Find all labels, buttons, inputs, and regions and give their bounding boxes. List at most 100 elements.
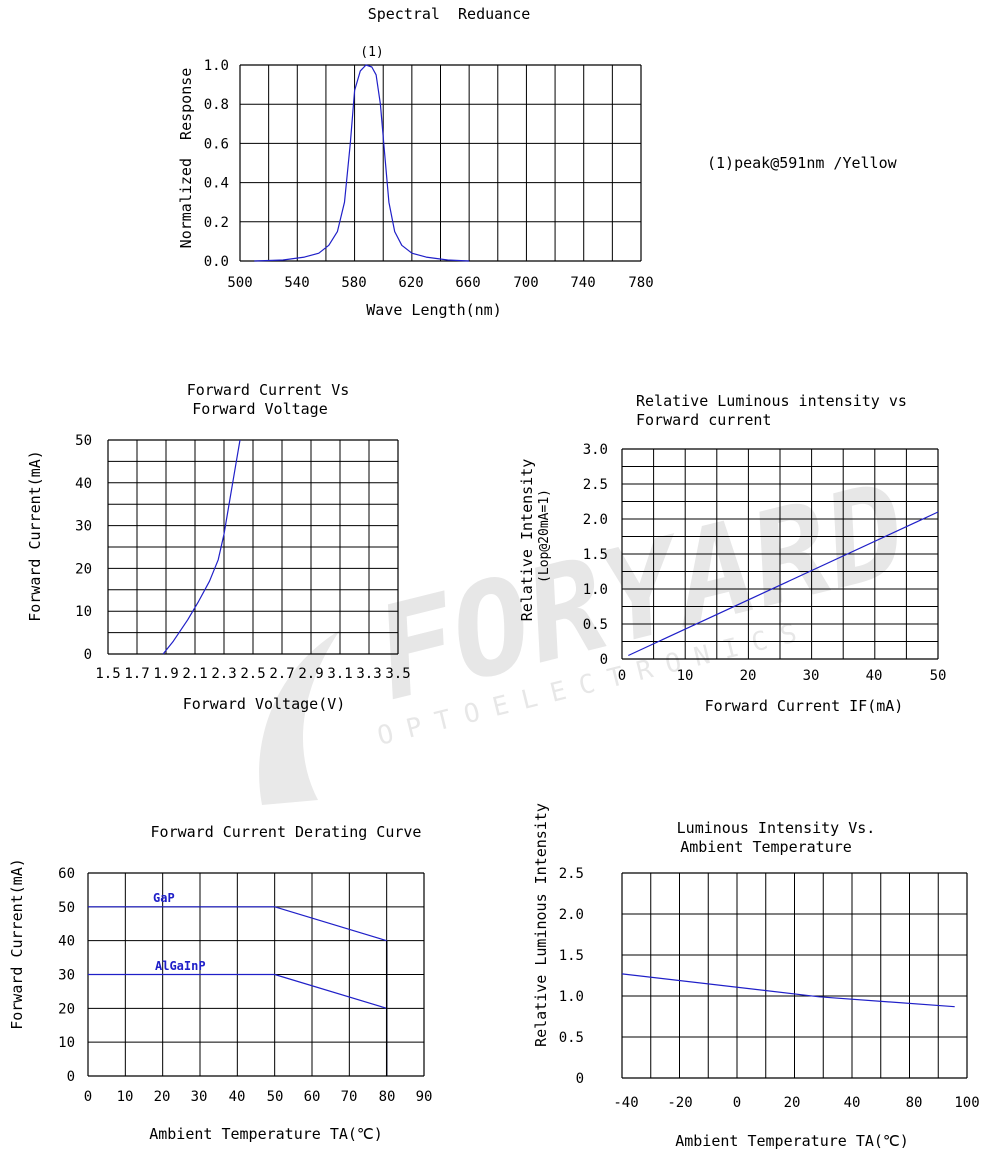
x-tick-label: 540 [284,275,309,291]
x-tick-label: 40 [866,668,883,684]
y-ticks: 0 0.5 1.0 1.5 2.0 2.5 [559,866,584,1087]
y-tick-label: 20 [58,1001,75,1017]
x-tick-label: 20 [154,1089,171,1105]
y-tick-label: 0.0 [204,254,229,270]
x-ticks: -40 -20 0 20 40 80 100 [613,1095,979,1111]
y-axis-label: Relative Intensity [518,459,536,622]
y-ticks: 0 10 20 30 40 50 [75,433,92,663]
relative-intensity-ta-chart: Luminous Intensity Vs. Ambient Temperatu… [532,803,980,1150]
data-lines [628,511,939,657]
y-tick-label: 0 [84,647,92,663]
chart-title-line-1: Relative Luminous intensity vs [636,392,907,410]
grid [239,64,642,262]
chart-title-line-2: Forward Voltage [192,400,327,418]
series-line [254,64,470,262]
x-axis-label: Ambient Temperature TA(℃) [149,1125,383,1143]
data-lines [621,973,955,1008]
peak-marker: (1) [360,45,383,60]
chart-title: Spectral Reduance [368,5,531,23]
y-ticks: 0.0 0.2 0.4 0.6 0.8 1.0 [204,58,229,270]
x-tick-label: 40 [229,1089,246,1105]
x-tick-label: 90 [416,1089,433,1105]
y-tick-label: 60 [58,866,75,882]
y-tick-label: 0 [600,652,608,668]
x-tick-label: 3.5 [385,666,410,682]
y-axis-label: Forward Current(mA) [26,450,44,622]
y-axis-label: Forward Current(mA) [8,858,26,1030]
y-tick-label: 50 [75,433,92,449]
iv-chart: Forward Current Vs Forward Voltage 1.5 1.… [26,381,411,713]
y-tick-label: 30 [75,519,92,535]
y-tick-label: 10 [58,1035,75,1051]
x-tick-label: 2.5 [240,666,265,682]
spectral-chart: Spectral Reduance 500 540 580 620 660 700 740 7… [177,5,898,319]
x-tick-label: 780 [628,275,653,291]
x-tick-label: 10 [117,1089,134,1105]
derating-chart: Forward Current Derating Curve 0 10 20 30 40… [8,823,432,1143]
y-axis-label-2: (Lop@20mA=1) [537,489,552,583]
y-tick-label: 30 [58,968,75,984]
x-tick-label: 580 [341,275,366,291]
y-tick-label: 20 [75,561,92,577]
y-tick-label: 40 [58,934,75,950]
y-tick-label: 1.5 [559,948,584,964]
x-axis-label: Wave Length(nm) [366,301,501,319]
x-axis-label: Ambient Temperature TA(℃) [675,1132,909,1150]
y-ticks: 0 0.5 1.0 1.5 2.0 2.5 3.0 [583,442,608,668]
x-axis-label: Forward Current IF(mA) [705,697,904,715]
x-tick-label: 3.3 [356,666,381,682]
y-tick-label: 0.5 [559,1030,584,1046]
y-tick-label: 0.6 [204,136,229,152]
x-tick-label: 700 [513,275,538,291]
x-tick-label: 10 [677,668,694,684]
y-axis-label: Relative Luminous Intensity [532,803,550,1047]
series-line [162,439,241,655]
data-lines [88,906,388,1076]
peak-note: (1)peak@591nm /Yellow [707,154,898,172]
x-tick-label: 30 [803,668,820,684]
x-tick-label: 1.9 [153,666,178,682]
x-tick-label: 70 [341,1089,358,1105]
x-tick-label: 1.5 [95,666,120,682]
x-tick-label: 3.1 [327,666,352,682]
series-line [88,973,387,1009]
x-tick-label: 500 [227,275,252,291]
x-tick-label: 50 [930,668,947,684]
y-tick-label: 2.0 [559,907,584,923]
watermark-swoosh-icon [259,630,340,805]
series-label-algainp: AlGaInP [155,959,206,973]
relative-intensity-if-chart: Relative Luminous intensity vs Forward c… [518,392,946,715]
x-tick-label: 660 [455,275,480,291]
y-ticks: 0 10 20 30 40 50 60 [58,866,75,1085]
x-tick-label: 740 [570,275,595,291]
grid [621,872,968,1079]
x-tick-label: 50 [267,1089,284,1105]
y-tick-label: 1.0 [559,989,584,1005]
watermark-brand: FORYARD [361,455,920,730]
y-tick-label: 40 [75,476,92,492]
x-ticks: 1.5 1.7 1.9 2.1 2.3 2.5 2.7 2.9 3.1 3.3 3.5 [95,666,410,682]
y-tick-label: 1.0 [204,58,229,74]
x-axis-label: Forward Voltage(V) [183,695,346,713]
y-tick-label: 1.5 [583,547,608,563]
x-tick-label: 620 [398,275,423,291]
y-tick-label: 0.4 [204,176,229,192]
x-tick-label: 1.7 [124,666,149,682]
x-ticks: 0 10 20 30 40 50 [618,668,947,684]
data-lines [162,439,241,655]
x-tick-label: 100 [954,1095,979,1111]
y-tick-label: 10 [75,604,92,620]
chart-title-line-2: Forward current [636,411,771,429]
x-tick-label: 60 [304,1089,321,1105]
chart-title-line-1: Forward Current Vs [187,381,350,399]
series-line [628,511,939,657]
x-tick-label: -20 [667,1095,692,1111]
y-tick-label: 0 [67,1069,75,1085]
chart-title-line-2: Ambient Temperature [680,838,852,856]
series-label-gap: GaP [153,891,175,905]
y-tick-label: 2.5 [559,866,584,882]
x-ticks: 0 10 20 30 40 50 60 70 80 90 [84,1089,433,1105]
y-axis-label: Normalized Response [177,68,195,249]
x-tick-label: -40 [613,1095,638,1111]
x-tick-label: 80 [906,1095,923,1111]
